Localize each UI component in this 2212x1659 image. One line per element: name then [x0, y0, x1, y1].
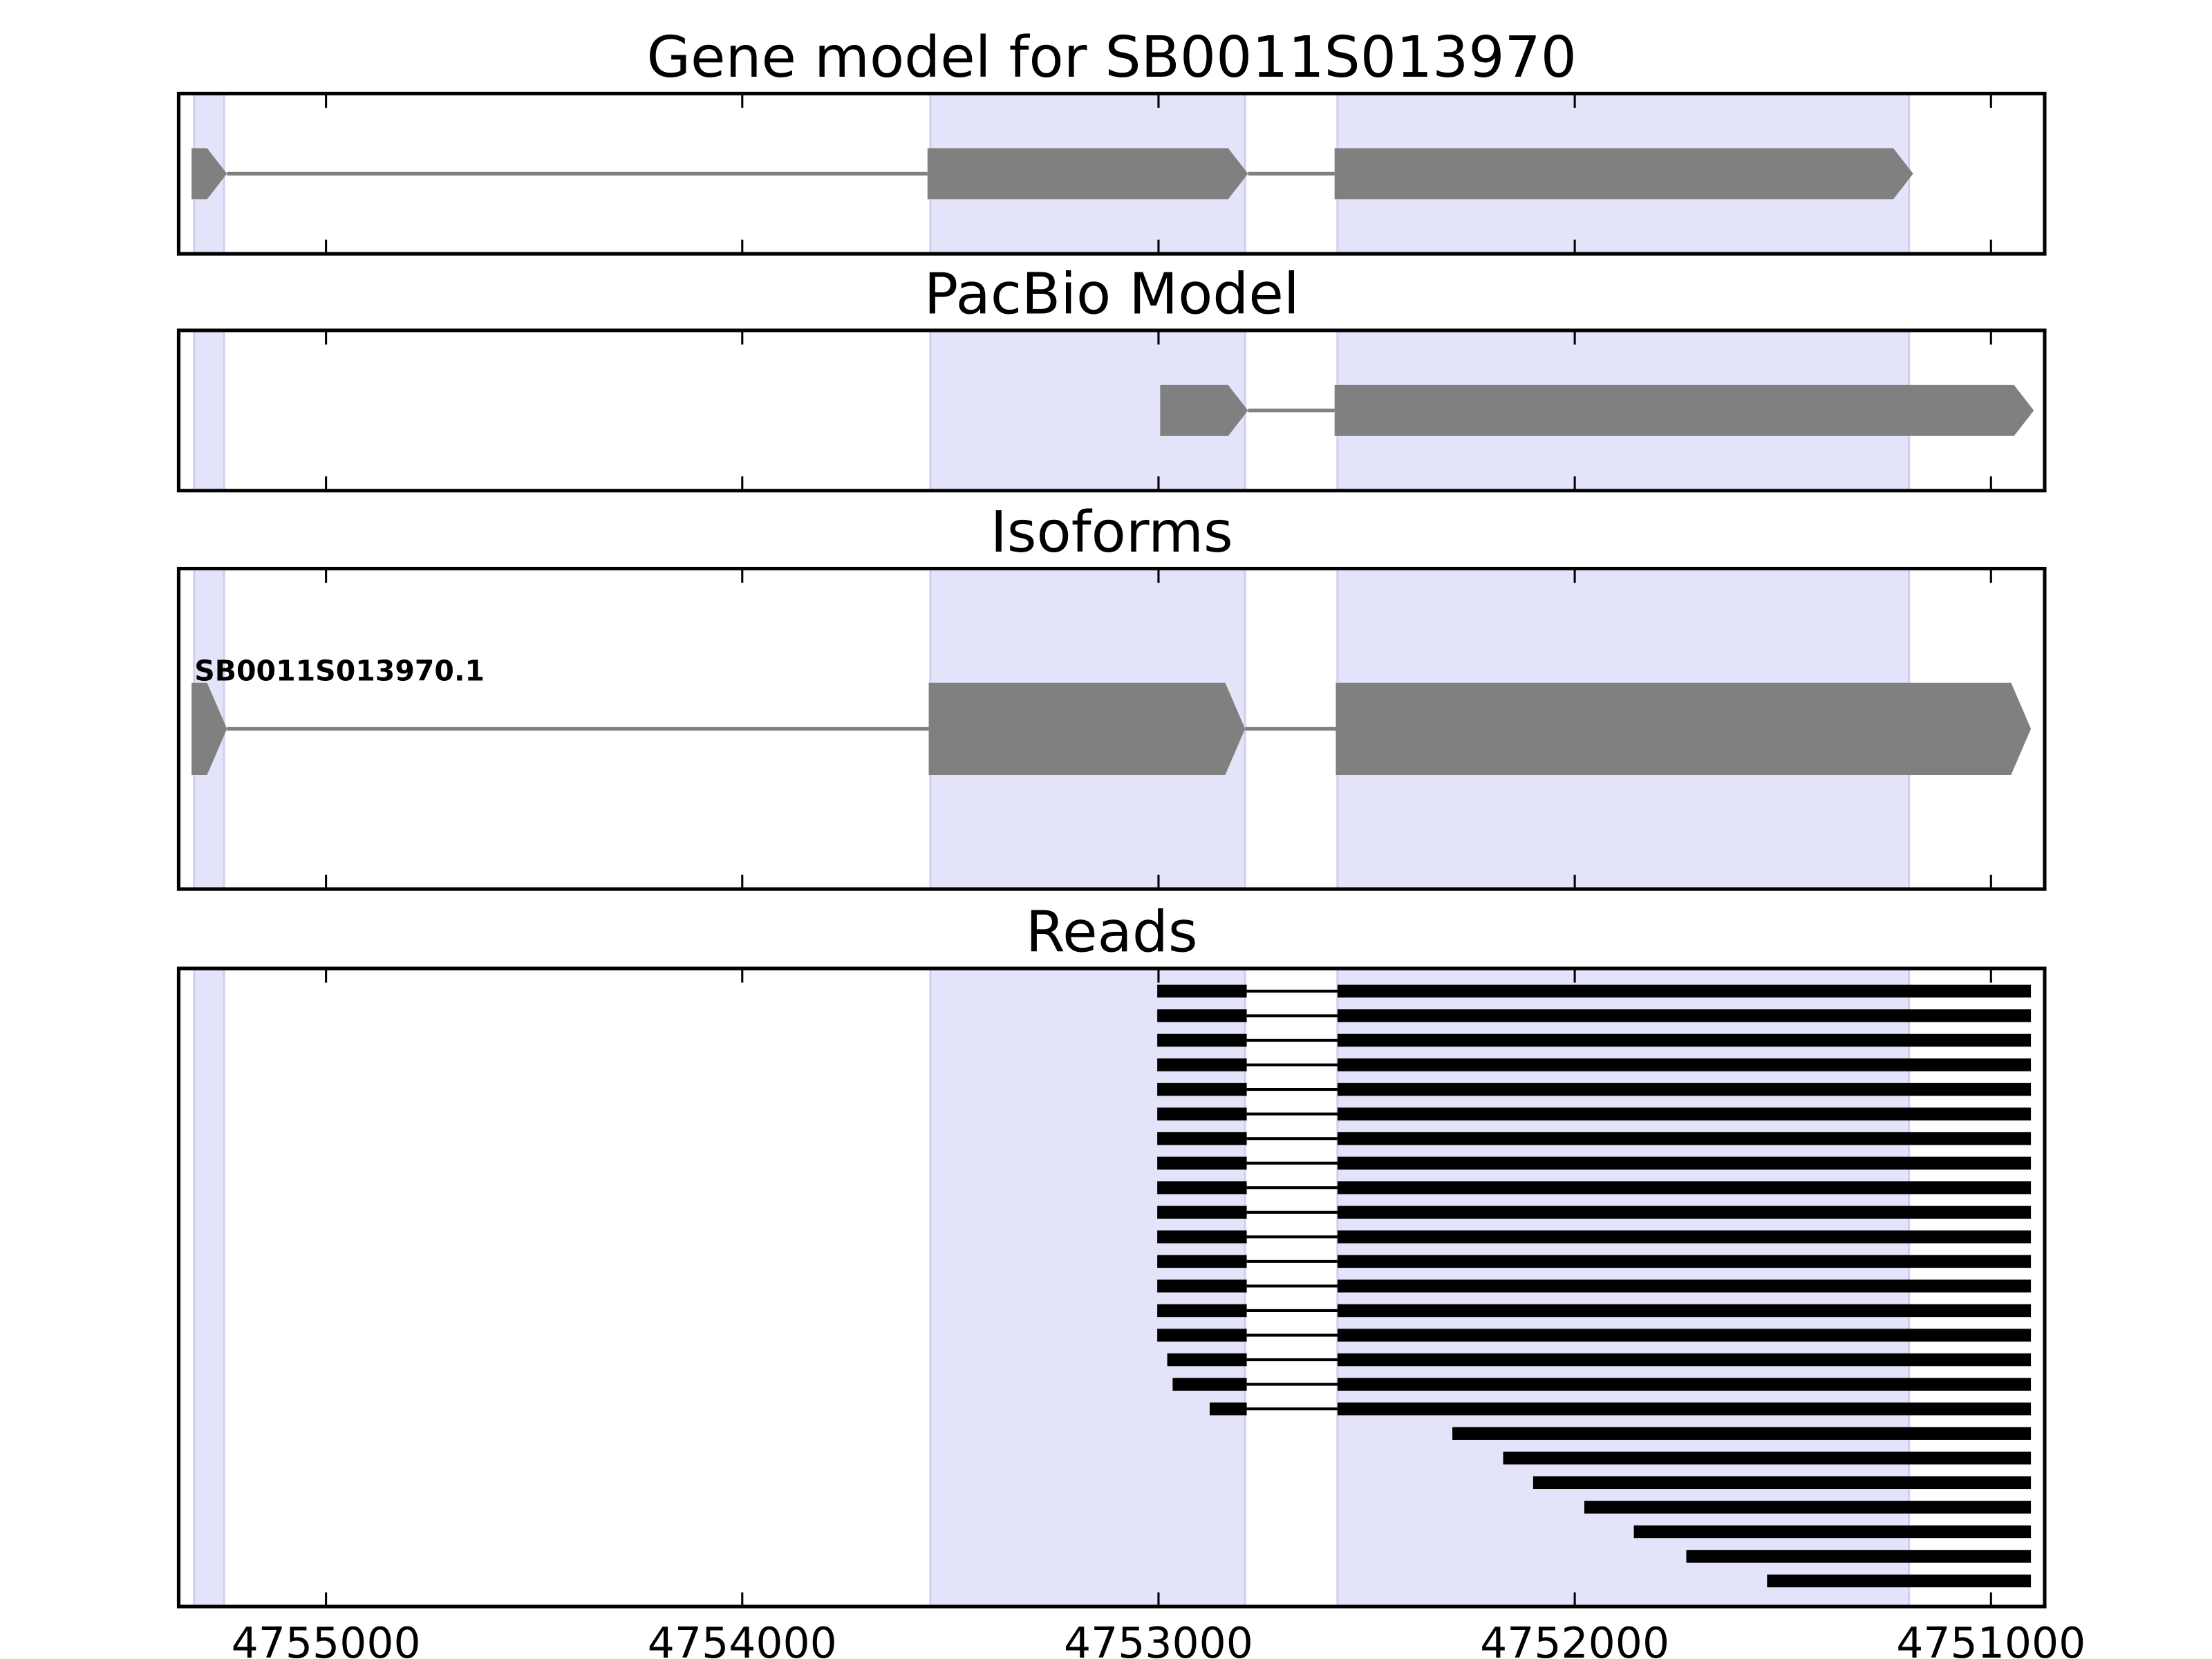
- read-block: [1157, 1009, 1247, 1022]
- exon: [1334, 384, 2034, 436]
- read-block: [1337, 1033, 2032, 1047]
- panel-title: Isoforms: [991, 500, 1233, 565]
- x-tick-label: 4754000: [648, 1618, 837, 1659]
- read-block: [1157, 1082, 1247, 1096]
- read-block: [1337, 1255, 2032, 1268]
- panel-title: Reads: [1026, 899, 1198, 965]
- exon: [927, 148, 1248, 200]
- panel-frame: [176, 966, 2047, 1609]
- read-block: [1157, 1255, 1247, 1268]
- exon: [928, 682, 1246, 776]
- read-block: [1157, 1156, 1247, 1170]
- exon: [1334, 148, 1913, 200]
- read-block: [1452, 1427, 2032, 1440]
- read-block: [1337, 1181, 2032, 1194]
- read-block: [1337, 984, 2032, 998]
- x-tick-label: 4753000: [1064, 1618, 1253, 1659]
- read-block: [1337, 1353, 2032, 1367]
- read-block: [1337, 1304, 2032, 1318]
- read-block: [1337, 1009, 2032, 1022]
- read-block: [1337, 1156, 2032, 1170]
- read-block: [1157, 1230, 1247, 1244]
- read-block: [1686, 1550, 2032, 1563]
- read-block: [1157, 1329, 1247, 1342]
- read-block: [1337, 1280, 2032, 1293]
- x-tick-label: 4752000: [1480, 1618, 1669, 1659]
- read-block: [1157, 1181, 1247, 1194]
- read-block: [1503, 1452, 2032, 1465]
- read-block: [1533, 1476, 2032, 1490]
- read-block: [1157, 1107, 1247, 1121]
- read-block: [1337, 1107, 2032, 1121]
- read-block: [1157, 1280, 1247, 1293]
- exon: [191, 682, 227, 776]
- isoform-label: SB0011S013970.1: [194, 655, 485, 688]
- panel-title: Gene model for SB0011S013970: [646, 25, 1577, 91]
- read-block: [1633, 1525, 2032, 1539]
- read-block: [1172, 1378, 1247, 1391]
- read-block: [1337, 1206, 2032, 1219]
- read-block: [1337, 1329, 2032, 1342]
- exon: [1335, 682, 2032, 776]
- panel-frame: [176, 567, 2047, 891]
- read-block: [1157, 1058, 1247, 1071]
- panel-frame: [176, 91, 2047, 256]
- read-block: [1157, 984, 1247, 998]
- read-block: [1157, 1206, 1247, 1219]
- read-block: [1210, 1402, 1247, 1416]
- read-block: [1337, 1402, 2032, 1416]
- read-block: [1157, 1304, 1247, 1318]
- read-block: [1337, 1378, 2032, 1391]
- read-block: [1337, 1230, 2032, 1244]
- read-block: [1337, 1058, 2032, 1071]
- read-block: [1337, 1132, 2032, 1145]
- panel-frame: [176, 328, 2047, 493]
- read-block: [1767, 1574, 2032, 1588]
- x-tick-label: 4755000: [232, 1618, 421, 1659]
- read-block: [1337, 1082, 2032, 1096]
- exon-region: [193, 329, 225, 492]
- x-tick-label: 4751000: [1896, 1618, 2086, 1659]
- read-block: [1584, 1501, 2032, 1514]
- exon-region: [193, 967, 225, 1608]
- exon: [191, 148, 227, 200]
- panel-title: PacBio Model: [924, 261, 1300, 327]
- read-block: [1157, 1033, 1247, 1047]
- read-block: [1167, 1353, 1247, 1367]
- exon: [1160, 384, 1248, 436]
- read-block: [1157, 1132, 1247, 1145]
